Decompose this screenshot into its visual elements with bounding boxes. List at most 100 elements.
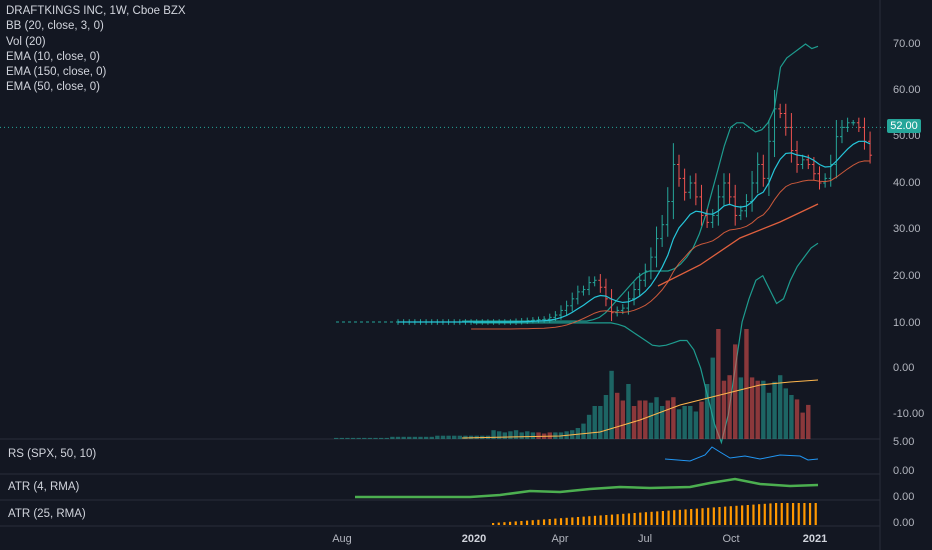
atr25-bar: [695, 508, 698, 525]
legend-ema-150[interactable]: EMA (150, close, 0): [6, 66, 107, 79]
atr25-bar: [503, 522, 506, 525]
volume-bar: [530, 432, 536, 439]
volume-bar: [491, 430, 496, 439]
atr25-bar: [508, 521, 512, 525]
volume-bar: [418, 436, 423, 439]
volume-bar: [688, 406, 693, 439]
legend-title: DRAFTKINGS INC, 1W, Cboe BZX: [6, 5, 186, 17]
volume-bar: [423, 436, 429, 439]
ema-20-line: [471, 160, 871, 330]
volume-bar: [777, 375, 783, 439]
y-tick: 0.00: [893, 362, 915, 374]
atr25-bar: [791, 503, 795, 525]
volume-bar: [463, 435, 468, 439]
volume-bar: [513, 430, 519, 439]
atr25-bar: [616, 514, 619, 525]
volume-bar: [609, 370, 614, 439]
atr25-bar: [576, 517, 580, 525]
atr25-bar: [729, 506, 732, 525]
volume-bar: [384, 437, 389, 439]
atr25-bar: [610, 514, 614, 525]
atr4-pane-label[interactable]: ATR (4, RMA): [8, 481, 80, 493]
atr25-bar: [548, 519, 551, 525]
atr25-bar: [701, 508, 704, 525]
volume-bar: [603, 395, 609, 439]
volume-bar: [721, 380, 727, 439]
legend-bb[interactable]: BB (20, close, 3, 0): [6, 20, 104, 33]
atr25-bar: [684, 509, 687, 525]
atr25-bar: [746, 505, 749, 525]
volume-bar: [452, 435, 457, 439]
volume-bar: [457, 435, 463, 439]
atr25-bar: [678, 509, 681, 525]
volume-bar: [435, 435, 440, 439]
x-tick-aug: Aug: [332, 533, 352, 545]
y-tick: 70.00: [893, 38, 921, 50]
atr25-pane-tick: 0.00: [893, 517, 915, 529]
bb-lower-line: [473, 242, 819, 445]
atr25-bar: [588, 516, 591, 525]
atr25-bar: [667, 510, 670, 525]
y-tick: 30.00: [893, 223, 921, 235]
atr25-bar: [735, 505, 738, 525]
atr25-bar: [718, 507, 721, 525]
atr25-bar: [707, 507, 710, 525]
volume-bar: [390, 436, 395, 439]
atr25-bar: [741, 505, 744, 525]
atr25-bar: [644, 512, 648, 525]
volume-bar: [800, 412, 805, 439]
atr4-line: [355, 477, 819, 499]
atr25-pane-label[interactable]: ATR (25, RMA): [8, 508, 86, 520]
volume-bar: [412, 436, 418, 439]
volume-bar: [710, 357, 715, 439]
atr25-bar: [661, 511, 664, 525]
rs-line: [664, 446, 819, 462]
legend-vol[interactable]: Vol (20): [6, 35, 46, 48]
volume-bar: [334, 437, 339, 439]
ema-50-line: [657, 203, 819, 287]
volume-bar: [794, 399, 800, 439]
volume-bar: [345, 437, 350, 439]
volume-bar: [401, 436, 406, 439]
atr25-bar: [542, 519, 546, 525]
atr25-bar: [656, 511, 659, 525]
volume-bar: [525, 431, 530, 439]
atr25-bar: [514, 521, 517, 525]
ema-10-line: [398, 140, 871, 323]
volume-bar: [749, 377, 755, 439]
last-price-badge: 52.00: [887, 119, 921, 133]
volume-bar: [772, 381, 777, 439]
volume-bar: [598, 406, 603, 439]
volume-bar: [592, 406, 597, 439]
volume-bar: [648, 402, 654, 439]
legend-ema-50[interactable]: EMA (50, close, 0): [6, 81, 100, 94]
y-tick: 60.00: [893, 84, 921, 96]
chart-legend: DRAFTKINGS INC, 1W, Cboe BZX BB (20, clo…: [6, 4, 186, 96]
volume-bar: [761, 380, 766, 439]
atr25-bar: [554, 518, 557, 525]
x-tick-2021: 2021: [802, 533, 828, 545]
volume-bar: [407, 436, 412, 439]
atr25-bar: [565, 517, 568, 525]
volume-bar: [496, 431, 502, 439]
volume-bar: [659, 406, 665, 439]
atr25-bar: [803, 503, 806, 525]
atr25-bar: [520, 521, 523, 525]
volume-bar: [367, 437, 373, 439]
atr25-bar: [593, 515, 597, 525]
rs-pane-label[interactable]: RS (SPX, 50, 10): [8, 448, 97, 460]
atr25-bar: [673, 510, 676, 525]
volume-bar: [789, 395, 794, 439]
legend-ema-10[interactable]: EMA (10, close, 0): [6, 50, 100, 63]
y-tick: -10.00: [893, 408, 925, 420]
atr25-bar: [724, 506, 727, 525]
volume-bar: [429, 436, 434, 439]
volume-bar: [581, 423, 586, 439]
atr25-bar: [492, 523, 495, 525]
atr25-bar: [531, 520, 534, 525]
volume-bar: [676, 409, 682, 439]
volume-bar: [654, 397, 659, 439]
atr25-bar: [712, 507, 715, 525]
y-tick: 50.00: [893, 130, 921, 142]
